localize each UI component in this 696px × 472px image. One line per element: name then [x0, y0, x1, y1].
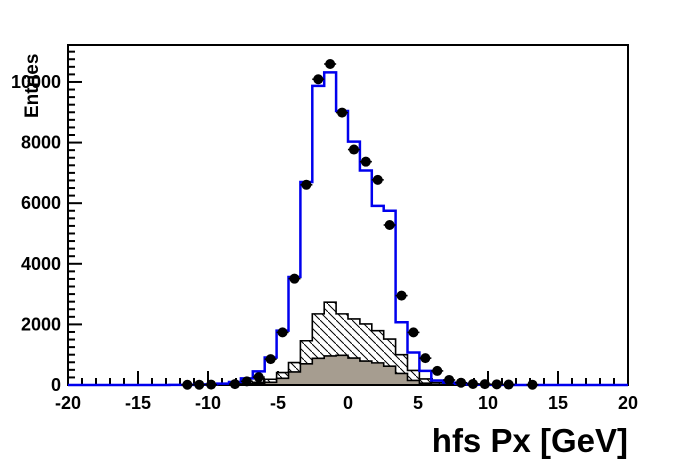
- y-tick-label: 10000: [11, 72, 61, 92]
- data-point-marker: [253, 372, 264, 383]
- data-point-marker: [479, 379, 490, 390]
- x-tick-label: -15: [125, 393, 151, 413]
- data-point-marker: [229, 379, 240, 390]
- data-point-marker: [444, 374, 455, 385]
- data-point-marker: [277, 327, 288, 338]
- x-tick-label: 15: [548, 393, 568, 413]
- y-tick-label: 8000: [21, 133, 61, 153]
- data-point-marker: [372, 174, 383, 185]
- x-tick-label: 5: [413, 393, 423, 413]
- data-points-layer: [181, 59, 539, 390]
- data-point-marker: [491, 379, 502, 390]
- x-tick-label: 20: [618, 393, 638, 413]
- data-point-marker: [467, 378, 478, 389]
- data-point-marker: [420, 353, 431, 364]
- data-point-marker: [265, 354, 276, 365]
- data-point-marker: [432, 365, 443, 376]
- data-point-marker: [408, 327, 419, 338]
- data-point-marker: [348, 144, 359, 155]
- data-point-marker: [527, 379, 538, 390]
- axis-labels: Entries hfs Px [GeV] -20 -15 -10 -5 0 5 10 15 20…: [11, 54, 638, 459]
- y-tick-label: 2000: [21, 314, 61, 334]
- data-point-marker: [325, 59, 336, 69]
- data-point-marker: [503, 379, 514, 390]
- data-point-marker: [194, 379, 205, 390]
- data-point-marker: [241, 376, 252, 387]
- data-point-marker: [182, 379, 193, 390]
- data-point-marker: [206, 379, 217, 390]
- y-tick-label: 4000: [21, 254, 61, 274]
- x-tick-label: -10: [195, 393, 221, 413]
- data-point-marker: [313, 74, 324, 85]
- data-point-marker: [289, 273, 300, 284]
- data-point-marker: [301, 179, 312, 190]
- data-point-marker: [337, 107, 348, 118]
- y-tick-label: 6000: [21, 193, 61, 213]
- data-point-marker: [384, 220, 395, 230]
- x-tick-label: 0: [343, 393, 353, 413]
- x-axis-title: hfs Px [GeV]: [432, 422, 628, 459]
- x-tick-label: -20: [55, 393, 81, 413]
- data-point-marker: [456, 377, 467, 388]
- x-tick-label: -5: [270, 393, 286, 413]
- data-point-marker: [396, 290, 407, 301]
- data-point-marker: [360, 156, 371, 167]
- y-tick-label: 0: [51, 375, 61, 395]
- y-axis-title: Entries: [22, 54, 43, 118]
- frame-border: [67, 44, 629, 386]
- x-tick-label: 10: [478, 393, 498, 413]
